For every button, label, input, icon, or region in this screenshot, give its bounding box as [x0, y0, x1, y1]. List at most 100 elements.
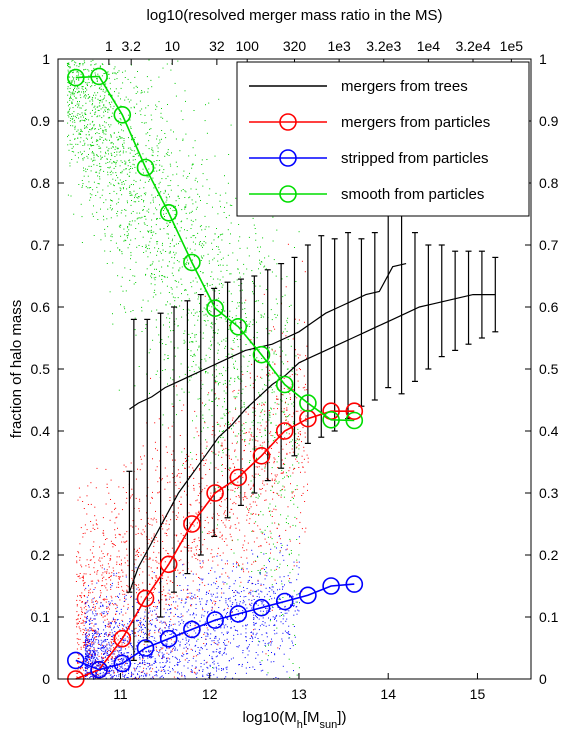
series-line [128, 294, 496, 593]
data-point [229, 605, 248, 623]
error-bar [492, 256, 499, 333]
legend-item: stripped from particles [249, 149, 489, 167]
legend-label: stripped from particles [341, 150, 489, 167]
x-tick-label: 14 [380, 686, 396, 702]
y-tick-label: 0.2 [31, 547, 51, 563]
data-point [159, 204, 178, 222]
error-bar [411, 232, 418, 382]
x-axis-title: log10(Mh[Msun]) [243, 709, 347, 731]
error-bar [331, 238, 338, 432]
error-bar [126, 470, 133, 593]
x-axis-title-main: log10(M [243, 709, 297, 726]
error-bar [184, 300, 191, 575]
y-tick-label: 0 [42, 671, 50, 687]
error-bar [171, 306, 178, 593]
plot-frame [57, 58, 532, 680]
data-point [183, 253, 201, 272]
data-point [322, 410, 340, 429]
top-tick-label: 32 [209, 38, 225, 54]
scatter-smooth-cloud [66, 59, 300, 678]
top-axis-title: log10(resolved merger mass ratio in the … [147, 7, 443, 24]
y-right-tick-label: 0.7 [539, 237, 559, 253]
y-right-tick-label: 0.8 [539, 175, 559, 191]
series-smooth-from-particles [67, 67, 364, 430]
error-bar [345, 232, 352, 420]
y-right-tick-label: 0.2 [539, 547, 559, 563]
y-tick-label: 1 [42, 51, 50, 67]
data-point [113, 654, 132, 673]
data-point [206, 299, 224, 318]
x-axis-title-mid: [M [303, 709, 320, 726]
series-mergers-from-particles [67, 402, 364, 688]
legend: mergers from trees mergers from particles… [236, 61, 530, 217]
top-tick-label: 100 [236, 38, 260, 54]
data-point [90, 67, 108, 86]
data-point [229, 468, 248, 487]
x-tick-label: 11 [113, 686, 128, 702]
data-point [183, 620, 201, 639]
y-right-tick-label: 0.9 [539, 113, 559, 129]
top-tick-label: 3.2 [121, 38, 141, 54]
data-point [67, 651, 85, 670]
error-bar [211, 287, 218, 538]
y-tick-label: 0.7 [31, 237, 51, 253]
top-tick-label: 3.2e4 [455, 38, 490, 54]
legend-item: smooth from particles [249, 185, 484, 203]
legend-marker [279, 113, 297, 131]
error-bar [157, 312, 164, 618]
y-axis-title: fraction of halo mass [8, 300, 25, 438]
y-right-tick-label: 1 [539, 51, 547, 67]
series-line [75, 75, 355, 422]
error-bar [304, 244, 311, 444]
error-bar [465, 250, 472, 345]
series-stripped-from-particles [67, 575, 364, 679]
legend-box [236, 61, 530, 217]
data-point [136, 158, 155, 177]
top-tick-label: 1e5 [500, 38, 524, 54]
top-tick-label: 3.2e3 [366, 38, 401, 54]
data-point [299, 394, 317, 412]
legend-label: mergers from particles [341, 114, 490, 131]
y-right-tick-label: 0.1 [539, 609, 559, 625]
legend-label: smooth from particles [341, 186, 484, 203]
error-bar [224, 281, 231, 519]
x-axis-title-sub2: sun [320, 719, 338, 731]
series-line [129, 263, 407, 410]
series-line [75, 583, 355, 671]
legend-marker [279, 149, 297, 167]
x-tick-label: 15 [470, 686, 486, 702]
data-point [275, 592, 294, 611]
data-point [345, 402, 364, 421]
data-point [90, 660, 108, 679]
data-point [345, 575, 364, 593]
data-point [275, 422, 294, 440]
y-right-tick-label: 0 [539, 671, 547, 687]
error-bar [237, 278, 244, 506]
y-tick-label: 0.9 [31, 113, 51, 129]
x-tick-label: 12 [202, 686, 218, 702]
error-bar [130, 318, 137, 662]
series-line [75, 410, 355, 680]
x-axis-title-sub1: h [297, 719, 303, 731]
y-right-tick-label: 0.6 [539, 299, 559, 315]
data-point [275, 375, 294, 394]
top-tick-label: 10 [164, 38, 180, 54]
data-point [252, 446, 271, 465]
y-right-tick-label: 0.4 [539, 423, 559, 439]
scatter-mergers-cloud [75, 243, 309, 680]
legend-item: mergers from particles [249, 113, 490, 131]
top-tick-label: 1e3 [327, 38, 351, 54]
legend-marker [279, 185, 297, 203]
data-point [252, 598, 271, 617]
error-bar [452, 250, 459, 351]
data-point [159, 555, 178, 574]
data-point [252, 345, 271, 364]
y-tick-label: 0.3 [31, 485, 51, 501]
data-point [159, 629, 178, 648]
top-tick-label: 1e4 [417, 38, 441, 54]
data-point [113, 106, 132, 124]
y-right-tick-label: 0.5 [539, 361, 559, 377]
series-mergers-from-trees [126, 182, 499, 662]
top-tick-label: 1 [105, 38, 113, 54]
